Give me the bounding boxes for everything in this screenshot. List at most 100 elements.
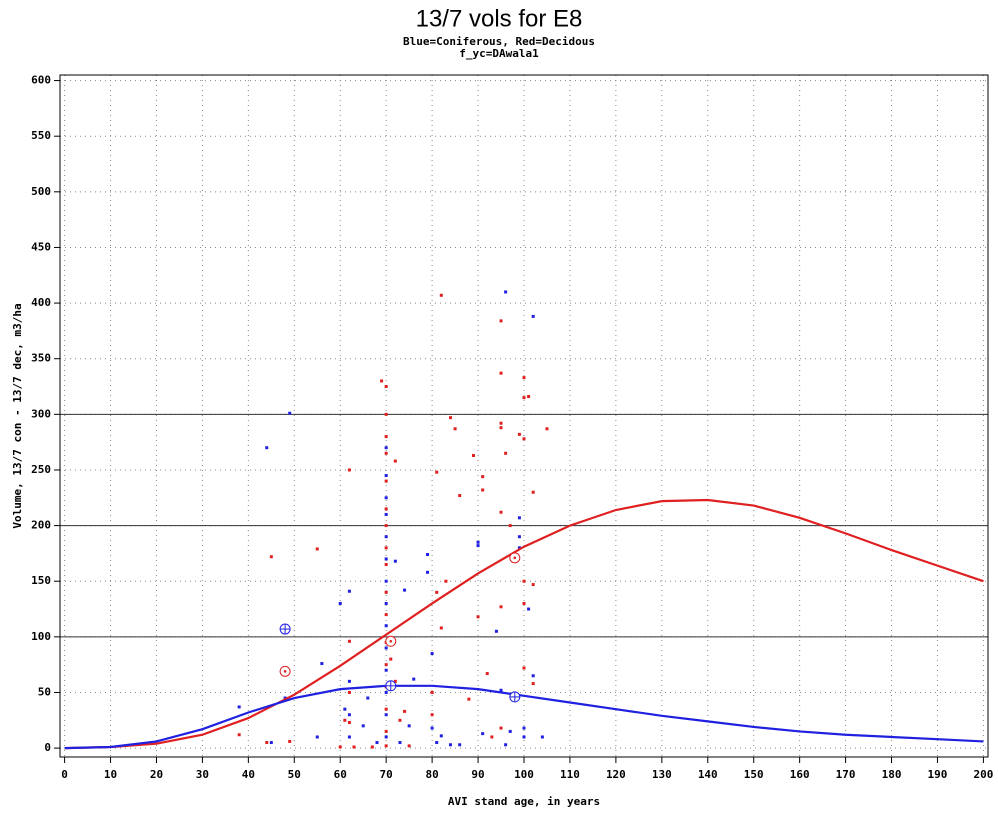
curve xyxy=(64,498,984,750)
x-tick-label: 180 xyxy=(882,768,902,781)
point xyxy=(361,724,365,728)
point xyxy=(504,451,508,455)
subtitle: f_yc=DAwala1 xyxy=(459,47,539,60)
x-tick-label: 130 xyxy=(652,768,672,781)
point xyxy=(384,744,388,748)
point xyxy=(531,490,535,494)
point xyxy=(508,729,512,733)
point xyxy=(531,583,535,587)
y-tick-label: 350 xyxy=(31,352,51,365)
point xyxy=(407,744,411,748)
point xyxy=(453,427,457,431)
point xyxy=(237,733,241,737)
point xyxy=(403,709,407,713)
point xyxy=(393,559,397,563)
x-tick-label: 0 xyxy=(61,768,68,781)
point xyxy=(430,726,434,730)
x-tick-label: 70 xyxy=(380,768,393,781)
point xyxy=(522,376,526,380)
point xyxy=(380,379,384,383)
point xyxy=(347,735,351,739)
point xyxy=(531,314,535,318)
point xyxy=(476,540,480,544)
point xyxy=(499,421,503,425)
point xyxy=(412,677,416,681)
point xyxy=(485,672,489,676)
x-tick-label: 160 xyxy=(790,768,810,781)
point xyxy=(448,416,452,420)
point xyxy=(384,579,388,583)
y-tick-label: 600 xyxy=(31,74,51,87)
point xyxy=(439,293,443,297)
point xyxy=(384,663,388,667)
point xyxy=(393,679,397,683)
x-tick-label: 120 xyxy=(606,768,626,781)
point xyxy=(269,555,273,559)
chart-title: 13/7 vols for E8 xyxy=(416,5,583,32)
y-axis-label: Volume, 13/7 con - 13/7 dec, m3/ha xyxy=(11,303,24,528)
point xyxy=(384,646,388,650)
y-tick-label: 150 xyxy=(31,574,51,587)
point xyxy=(435,470,439,474)
point xyxy=(435,741,439,745)
point xyxy=(527,395,531,399)
y-tick-label: 450 xyxy=(31,240,51,253)
point xyxy=(522,396,526,400)
point xyxy=(384,385,388,389)
point xyxy=(384,535,388,539)
point xyxy=(398,718,402,722)
x-tick-label: 190 xyxy=(928,768,948,781)
point xyxy=(430,690,434,694)
point xyxy=(540,735,544,739)
point xyxy=(384,735,388,739)
point xyxy=(504,743,508,747)
mean-marker xyxy=(279,665,291,677)
point xyxy=(439,626,443,630)
point xyxy=(407,724,411,728)
mean-marker xyxy=(385,680,397,692)
mean-marker xyxy=(509,552,521,564)
point xyxy=(288,411,292,415)
point xyxy=(522,437,526,441)
x-tick-label: 20 xyxy=(150,768,163,781)
x-tick-label: 30 xyxy=(196,768,209,781)
point xyxy=(499,510,503,514)
point xyxy=(531,682,535,686)
point xyxy=(393,459,397,463)
y-tick-label: 200 xyxy=(31,519,51,532)
point xyxy=(320,662,324,666)
y-tick-label: 500 xyxy=(31,185,51,198)
point xyxy=(347,589,351,593)
y-tick-label: 0 xyxy=(44,741,51,754)
mean-marker xyxy=(509,691,521,703)
x-tick-label: 100 xyxy=(514,768,534,781)
point xyxy=(522,666,526,670)
point xyxy=(384,563,388,567)
point xyxy=(347,468,351,472)
point xyxy=(343,718,347,722)
point xyxy=(283,696,287,700)
point xyxy=(531,674,535,678)
x-tick-label: 140 xyxy=(698,768,718,781)
point xyxy=(403,588,407,592)
point xyxy=(269,741,273,745)
point xyxy=(384,707,388,711)
point xyxy=(508,524,512,528)
point xyxy=(435,590,439,594)
point xyxy=(384,690,388,694)
point xyxy=(384,590,388,594)
point xyxy=(384,713,388,717)
point xyxy=(458,494,462,498)
point xyxy=(471,453,475,457)
x-axis-label: AVI stand age, in years xyxy=(448,795,600,808)
point xyxy=(481,732,485,736)
y-tick-label: 300 xyxy=(31,407,51,420)
point xyxy=(384,624,388,628)
y-tick-label: 400 xyxy=(31,296,51,309)
point xyxy=(347,639,351,643)
y-tick-label: 100 xyxy=(31,630,51,643)
point xyxy=(499,726,503,730)
point xyxy=(366,696,370,700)
point xyxy=(315,547,319,551)
point xyxy=(384,729,388,733)
